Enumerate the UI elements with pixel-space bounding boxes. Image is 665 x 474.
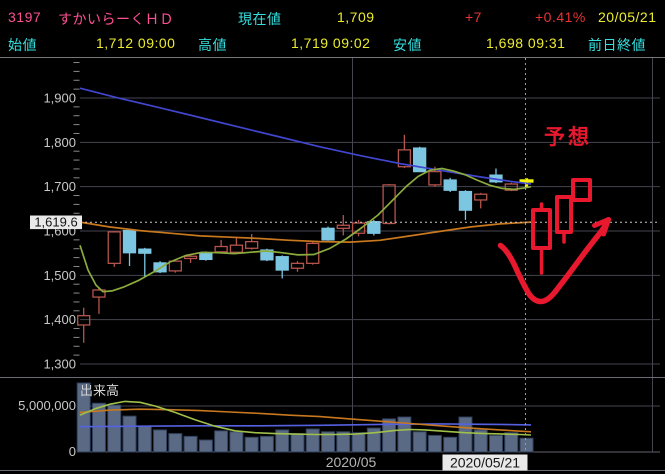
forecast-candle xyxy=(555,195,573,234)
candle-down xyxy=(122,229,137,254)
candle-up xyxy=(290,262,305,269)
forecast-candle xyxy=(531,208,552,250)
volume-bar xyxy=(473,429,488,453)
date-cursor-badge xyxy=(442,454,528,471)
volume-bar xyxy=(168,433,183,453)
ma-value-badge-label: 1,619.6 xyxy=(34,215,77,230)
candle-down xyxy=(443,179,457,191)
price-tick-label: 1,700 xyxy=(43,179,76,194)
price-tick-label: 1,300 xyxy=(43,357,76,372)
candle-up xyxy=(474,193,488,201)
volume-bar xyxy=(519,437,534,453)
volume-bar xyxy=(198,439,213,453)
volume-bar xyxy=(275,429,290,453)
volume-bar xyxy=(382,418,397,453)
current-price-value: 1,709 xyxy=(337,9,375,25)
candle-up xyxy=(214,245,228,253)
price-tick-label: 1,400 xyxy=(43,312,76,327)
price-tick-label: 1,800 xyxy=(43,135,76,150)
candle-down xyxy=(367,221,381,234)
candle-down xyxy=(458,190,473,211)
candle-down xyxy=(138,248,152,254)
candle-up xyxy=(245,240,259,249)
high-value: 1,719 09:02 xyxy=(291,35,371,51)
volume-ma-blue xyxy=(79,423,532,428)
ma-mid-orange xyxy=(79,221,532,243)
prev-close-label: 前日終値 xyxy=(588,37,646,53)
ma-value-badge xyxy=(30,215,82,230)
volume-bar xyxy=(153,429,168,453)
candle-up xyxy=(168,260,182,272)
candle-up xyxy=(92,289,106,298)
quote-date: 20/05/21 xyxy=(598,9,657,25)
forecast-arrowhead xyxy=(601,217,611,237)
volume-bar xyxy=(488,434,503,453)
stock-name: すかいらーくＨＤ xyxy=(58,11,174,27)
volume-bar xyxy=(137,425,152,453)
forecast-label: 予想 xyxy=(544,126,592,149)
volume-bar xyxy=(366,427,381,453)
volume-bar xyxy=(504,432,519,453)
current-price-label: 現在値 xyxy=(238,11,282,27)
low-label: 安値 xyxy=(393,37,422,53)
volume-bar xyxy=(427,434,442,453)
volume-bar xyxy=(443,436,458,453)
open-value: 1,712 09:00 xyxy=(96,35,176,51)
volume-bar xyxy=(321,431,336,453)
price-change: +7 xyxy=(465,9,482,25)
volume-bar xyxy=(305,428,320,453)
candle-up xyxy=(336,224,350,229)
volume-title: 出来高 xyxy=(80,383,119,398)
candle-up xyxy=(183,255,198,260)
x-axis-month-label: 2020/05 xyxy=(326,454,377,470)
price-tick-label: 1,500 xyxy=(43,268,76,283)
candle-down xyxy=(321,227,335,241)
volume-bar xyxy=(107,404,122,453)
ma-long-blue xyxy=(79,87,532,185)
candle-up xyxy=(504,183,518,191)
candle-up xyxy=(351,222,366,234)
low-value: 1,698 09:31 xyxy=(486,35,566,51)
volume-bar xyxy=(397,416,412,453)
volume-bar xyxy=(351,432,366,453)
high-label: 高値 xyxy=(198,37,227,53)
volume-bar xyxy=(214,430,229,453)
ma-short-green xyxy=(79,167,532,293)
volume-bar xyxy=(412,431,427,453)
candle-up xyxy=(428,170,442,186)
volume-bar xyxy=(229,431,244,453)
volume-bar xyxy=(259,435,274,453)
candle-down xyxy=(275,256,289,271)
volume-bar xyxy=(91,402,106,453)
candle-up xyxy=(77,315,91,326)
candle-up xyxy=(382,184,396,225)
open-label: 始値 xyxy=(8,37,37,53)
candle-up xyxy=(107,231,121,265)
volume-bar xyxy=(183,435,198,453)
volume-bar xyxy=(290,433,305,453)
volume-tick-label: 5,000,000 xyxy=(18,398,76,413)
volume-bar xyxy=(122,415,137,453)
volume-tick-label: 0 xyxy=(69,444,76,459)
forecast-arrow xyxy=(497,220,610,305)
candle-up xyxy=(229,244,244,253)
volume-ma-orange xyxy=(79,408,532,433)
price-tick-label: 1,900 xyxy=(43,91,76,106)
stock-code: 3197 xyxy=(8,9,42,25)
volume-bar xyxy=(244,436,259,453)
volume-bar xyxy=(336,431,351,453)
candle-down xyxy=(260,249,274,261)
forecast-candle xyxy=(571,178,592,202)
volume-ma-green xyxy=(79,400,532,436)
volume-bar xyxy=(76,382,91,453)
price-change-pct: +0.41% xyxy=(535,9,586,25)
candle-down xyxy=(199,252,213,261)
candle-up xyxy=(397,149,412,168)
date-cursor-label: 2020/05/21 xyxy=(450,455,520,471)
volume-bar xyxy=(458,416,473,453)
